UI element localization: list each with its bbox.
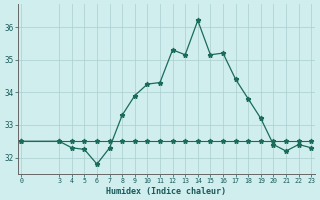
X-axis label: Humidex (Indice chaleur): Humidex (Indice chaleur) [106, 187, 226, 196]
